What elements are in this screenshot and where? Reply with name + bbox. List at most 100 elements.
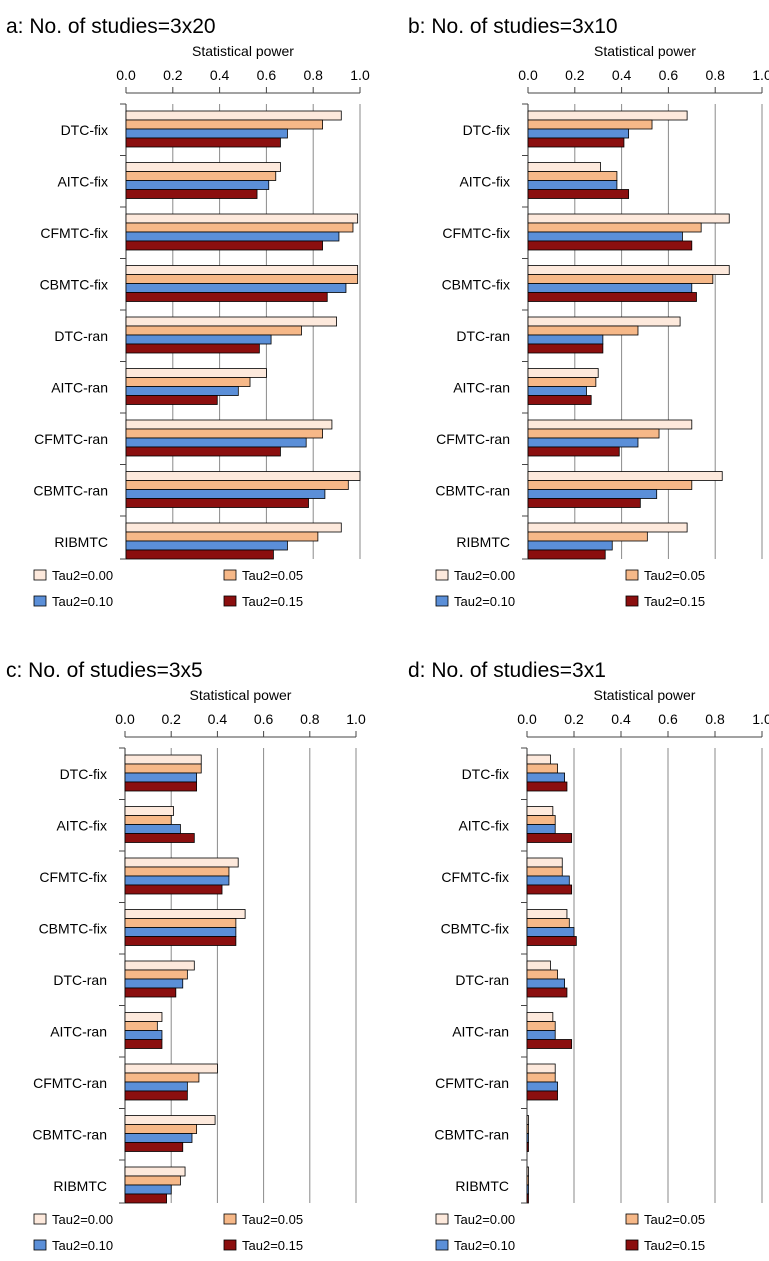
legend-label: Tau2=0.15: [242, 1238, 303, 1253]
legend-swatch: [223, 1239, 237, 1251]
bar: [526, 806, 554, 816]
bar: [125, 283, 347, 293]
bar: [527, 386, 587, 396]
x-tick-label: 0.4: [210, 67, 230, 83]
bar: [527, 162, 601, 172]
bar: [125, 240, 323, 251]
bar: [527, 437, 639, 448]
category-label: CBMTC-fix: [441, 920, 509, 936]
bar: [124, 1030, 163, 1040]
bar: [527, 231, 683, 242]
bar: [124, 978, 184, 989]
bar: [124, 1193, 167, 1204]
legend-swatch: [223, 595, 237, 607]
x-axis-label: Statistical power: [192, 43, 294, 59]
bar: [124, 772, 198, 783]
bar: [527, 334, 604, 345]
x-tick-label: 0.8: [705, 67, 725, 83]
bar: [527, 316, 681, 327]
bar: [527, 274, 714, 284]
category-label: RIBMTC: [53, 1178, 107, 1194]
bar: [125, 549, 274, 560]
category-label: AITC-fix: [458, 817, 509, 833]
category-label: DTC-fix: [463, 122, 510, 138]
bar: [527, 265, 730, 275]
x-tick-label: 1.0: [752, 711, 769, 727]
bar: [526, 927, 575, 937]
bar: [125, 334, 272, 345]
bar: [526, 918, 570, 928]
legend-label: Tau2=0.00: [454, 568, 515, 583]
bar: [526, 1039, 573, 1049]
x-axis-label: Statistical power: [594, 43, 696, 59]
bar: [527, 189, 630, 199]
category-label: CFMTC-ran: [34, 431, 108, 447]
legend-label: Tau2=0.05: [242, 1212, 303, 1227]
bar: [125, 368, 267, 378]
bar: [527, 283, 693, 293]
bar: [527, 428, 660, 439]
category-label: AITC-ran: [453, 379, 510, 395]
bar: [527, 128, 630, 139]
legend-label: Tau2=0.15: [644, 594, 705, 609]
x-tick-label: 0.2: [163, 67, 183, 83]
bar: [125, 386, 239, 396]
chart-title: c: No. of studies=3x5: [6, 659, 203, 682]
category-label: DTC-fix: [462, 766, 509, 782]
category-label: DTC-ran: [456, 328, 510, 344]
x-tick-label: 0.0: [518, 67, 538, 83]
x-tick-label: 0.8: [300, 711, 320, 727]
x-tick-label: 1.0: [346, 711, 366, 727]
bar: [125, 489, 326, 499]
bar: [526, 1063, 556, 1074]
bar: [526, 1124, 529, 1134]
bar: [125, 265, 359, 275]
bar: [124, 833, 195, 843]
legend-swatch: [33, 569, 47, 581]
bar: [526, 1081, 558, 1092]
bar: [527, 419, 693, 430]
x-axis-label: Statistical power: [594, 687, 696, 703]
chart-panel-1: b: No. of studies=3x10 Statistical power 0…: [408, 15, 769, 609]
bar: [124, 1039, 163, 1049]
bar: [526, 824, 556, 834]
legend-label: Tau2=0.10: [454, 594, 515, 609]
bar: [526, 1115, 529, 1125]
category-label: AITC-ran: [51, 379, 108, 395]
legend-label: Tau2=0.05: [644, 568, 705, 583]
x-tick-label: 0.8: [303, 67, 323, 83]
bar: [527, 171, 618, 181]
category-label: DTC-ran: [455, 972, 509, 988]
bar: [526, 978, 565, 989]
x-tick-label: 0.2: [161, 711, 181, 727]
bar: [527, 471, 723, 481]
bar: [125, 522, 342, 533]
bar: [124, 875, 230, 886]
legend-label: Tau2=0.05: [242, 568, 303, 583]
bar: [125, 377, 251, 387]
x-axis-label: Statistical power: [190, 687, 292, 703]
legend-swatch: [625, 569, 639, 581]
bar: [526, 754, 551, 765]
bar: [125, 137, 281, 148]
x-tick-label: 1.0: [350, 67, 370, 83]
x-tick-label: 0.4: [611, 711, 631, 727]
bar: [526, 909, 568, 919]
bar: [124, 1081, 188, 1092]
category-label: AITC-ran: [452, 1023, 509, 1039]
bar: [526, 1193, 529, 1204]
bar: [526, 1133, 529, 1143]
bar: [124, 1072, 200, 1083]
category-label: CBMTC-fix: [39, 920, 107, 936]
bar: [527, 240, 693, 251]
bar: [124, 1115, 216, 1125]
bar: [526, 875, 570, 886]
bar: [124, 857, 239, 868]
x-tick-label: 0.0: [116, 67, 136, 83]
bar: [526, 987, 568, 998]
bar: [527, 343, 604, 354]
category-label: CFMTC-ran: [33, 1075, 107, 1091]
category-label: CFMTC-fix: [40, 225, 108, 241]
chart-panel-2: c: No. of studies=3x5 Statistical power 0.…: [6, 659, 366, 1253]
